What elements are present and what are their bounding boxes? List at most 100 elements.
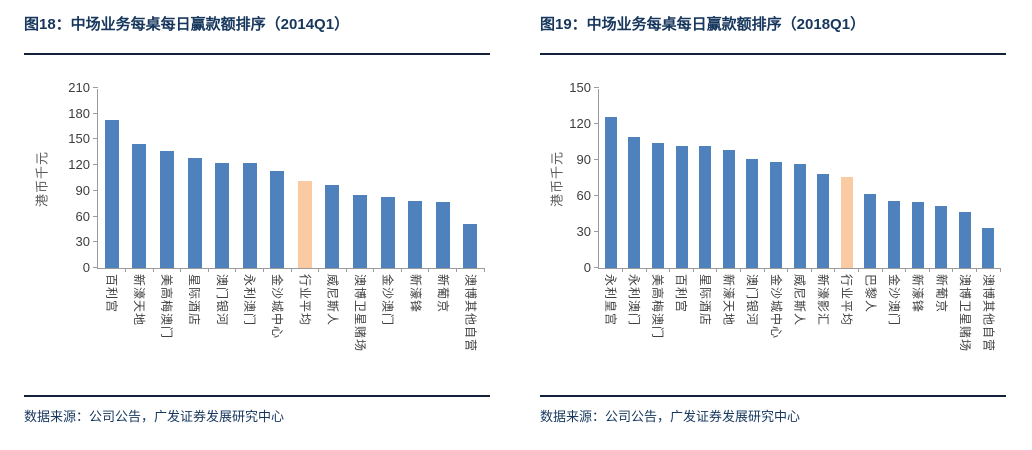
x-category-label: 行业平均 (839, 274, 854, 327)
x-label-slot: 新濠锋 (905, 274, 929, 352)
bars (599, 89, 1001, 272)
bar[interactable] (982, 228, 995, 268)
x-category-label: 澳博其他自营 (981, 274, 996, 353)
data-source: 数据来源：公司公告，广发证券发展研究中心 (24, 409, 285, 424)
bar[interactable] (325, 185, 340, 268)
y-tick-label: 0 (583, 260, 591, 275)
bar[interactable] (215, 163, 230, 268)
bar-slot (859, 89, 883, 272)
bar-industry-average[interactable] (297, 181, 312, 268)
bar-industry-average[interactable] (840, 177, 853, 268)
bar-slot (429, 89, 457, 272)
x-label-slot: 巴黎人 (858, 274, 882, 352)
bar[interactable] (187, 158, 202, 268)
title-divider (24, 53, 490, 55)
y-tick-label: 90 (576, 152, 591, 167)
bar[interactable] (935, 206, 948, 268)
x-category-label: 巴黎人 (863, 274, 878, 314)
bar[interactable] (793, 164, 806, 268)
bar-slot (953, 89, 977, 272)
title-divider (540, 53, 1006, 55)
data-source: 数据来源：公司公告，广发证券发展研究中心 (540, 409, 801, 424)
bar-slot (717, 89, 741, 272)
x-label-slot: 新濠天地 (716, 274, 740, 352)
bar[interactable] (604, 117, 617, 268)
bar[interactable] (675, 146, 688, 268)
x-label-slot: 行业平均 (834, 274, 858, 352)
x-label-slot: 金沙城中心 (763, 274, 787, 352)
bar[interactable] (817, 174, 830, 268)
bar[interactable] (104, 120, 119, 268)
y-tick-mark (594, 159, 599, 160)
x-category-label: 金沙澳门 (380, 274, 395, 327)
bar[interactable] (380, 197, 395, 268)
x-category-label: 澳博卫星赌场 (957, 274, 972, 353)
bar-slot (693, 89, 718, 272)
y-tick-mark (93, 138, 98, 140)
x-labels: 百利宫 新濠天地 美高梅澳门 星际酒店 澳门银河 永利澳门 金沙城中心 行业平均 威尼斯人 澳博卫… (97, 274, 484, 352)
y-tick-label: 150 (68, 131, 90, 147)
bar-slot (929, 89, 953, 272)
x-labels: 永利皇宫 永利澳门 美高梅澳门 百利宫 星际酒店 新濠天地 澳门银河 金沙城中心 威尼斯人 新濠影… (598, 274, 1000, 352)
x-label-slot: 金沙城中心 (263, 274, 291, 352)
bar-slot (98, 89, 126, 272)
x-category-label: 澳博卫星赌场 (353, 274, 368, 353)
bar[interactable] (651, 143, 664, 268)
x-category-label: 星际酒店 (187, 274, 202, 327)
bar[interactable] (887, 201, 900, 268)
x-label-slot: 美高梅澳门 (152, 274, 180, 352)
bar-slot (764, 89, 788, 272)
y-tick-label: 120 (68, 157, 90, 173)
bar-slot (788, 89, 812, 272)
x-label-slot: 星际酒店 (180, 274, 208, 352)
bar[interactable] (270, 171, 285, 268)
x-label-slot: 美高梅澳门 (645, 274, 669, 352)
y-tick-mark (93, 164, 98, 166)
x-label-slot: 新濠影汇 (811, 274, 835, 352)
bar[interactable] (746, 159, 759, 268)
bar[interactable] (722, 150, 735, 268)
bar[interactable] (628, 137, 641, 268)
bar-slot (291, 89, 319, 272)
y-tick-label: 60 (576, 188, 591, 203)
bar-slot (208, 89, 236, 272)
bar-slot (457, 89, 485, 272)
bar-slot (882, 89, 906, 272)
x-category-label: 永利澳门 (242, 274, 257, 327)
bar[interactable] (864, 194, 877, 268)
y-tick-mark (93, 189, 98, 191)
x-label-slot: 新濠锋 (401, 274, 429, 352)
x-label-slot: 新濠天地 (125, 274, 153, 352)
bar-slot (670, 89, 694, 272)
bar-slot (811, 89, 836, 272)
x-category-label: 新濠天地 (721, 274, 736, 327)
plot-area: 港币千元 0 30 60 90 120 150 180 210 (35, 80, 485, 275)
bar[interactable] (408, 201, 423, 268)
y-tick-label: 150 (569, 80, 591, 95)
x-label-slot: 百利宫 (97, 274, 125, 352)
x-category-label: 新濠锋 (408, 274, 423, 314)
bar[interactable] (242, 163, 257, 268)
chart-title: 图18：中场业务每桌每日赢款额排序（2014Q1） (24, 16, 350, 33)
bar[interactable] (159, 151, 174, 268)
x-category-label: 新葡京 (934, 274, 949, 314)
x-category-label: 新濠天地 (131, 274, 146, 327)
x-category-label: 新葡京 (436, 274, 450, 314)
bar[interactable] (352, 195, 367, 268)
plot-area: 港币千元 0 30 60 90 120 150 (550, 80, 1001, 275)
bar-slot (835, 89, 859, 272)
x-category-label: 永利澳门 (626, 274, 641, 327)
bar[interactable] (132, 144, 147, 268)
y-tick-label: 30 (576, 224, 591, 239)
bar[interactable] (435, 202, 450, 268)
bar[interactable] (769, 162, 782, 268)
bar[interactable] (463, 224, 478, 268)
bar[interactable] (958, 212, 971, 268)
y-tick-label: 180 (68, 105, 90, 121)
x-category-label: 永利皇宫 (603, 274, 618, 327)
y-tick-label: 120 (569, 116, 591, 131)
x-category-label: 美高梅澳门 (650, 274, 665, 340)
bar[interactable] (911, 202, 924, 268)
bar[interactable] (699, 146, 712, 268)
x-category-label: 百利宫 (104, 274, 119, 314)
